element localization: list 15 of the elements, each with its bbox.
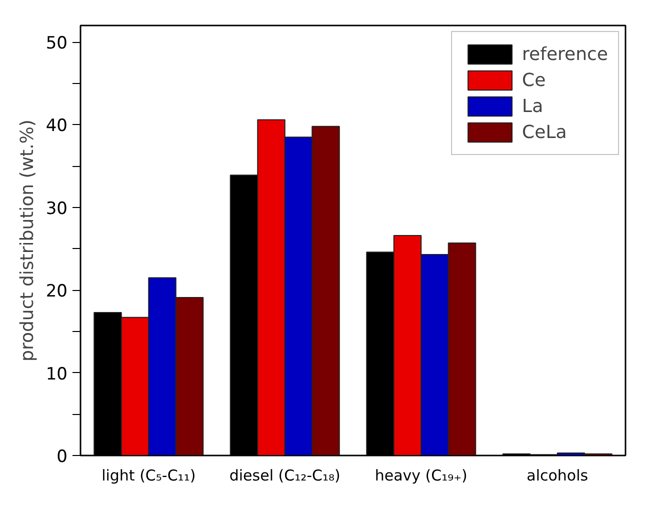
- y-tick-label: 30: [46, 198, 68, 219]
- legend-label: CeLa: [522, 122, 567, 142]
- legend-label: Ce: [522, 70, 546, 90]
- x-tick-label: light (C₅-C₁₁): [102, 466, 196, 484]
- y-tick-label: 50: [46, 34, 68, 54]
- y-tick-label: 0: [56, 447, 68, 467]
- x-tick-label: heavy (C₁₉₊): [374, 466, 468, 484]
- x-tick-label: alcohols: [526, 466, 588, 484]
- x-tick-label: diesel (C₁₂-C₁₈): [229, 466, 340, 484]
- y-tick-label: 10: [46, 364, 68, 384]
- y-axis-title: product distribution (wt.%): [16, 120, 38, 362]
- y-tick-label: 20: [46, 282, 68, 302]
- legend-label: reference: [522, 44, 608, 64]
- y-tick-label: 40: [46, 116, 68, 136]
- legend-label: La: [522, 96, 544, 116]
